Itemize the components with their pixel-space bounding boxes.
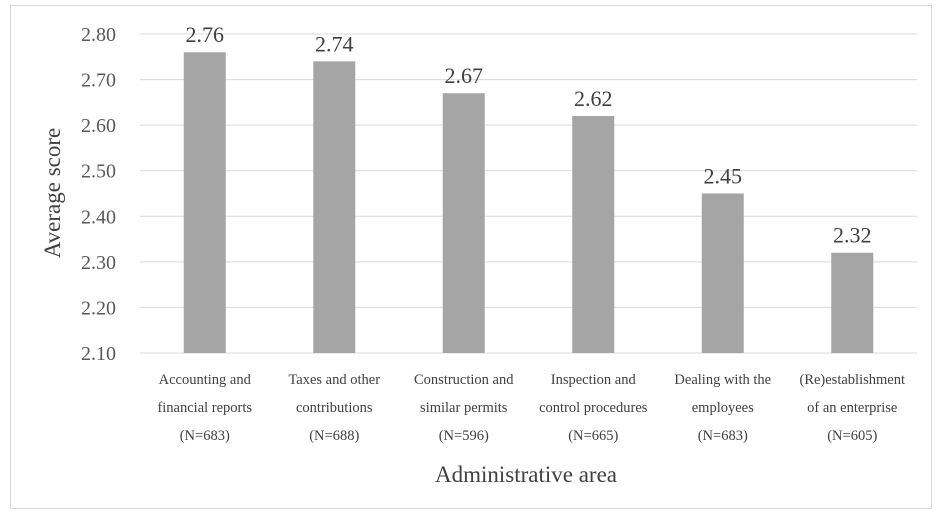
category-label-line: Dealing with the [674,372,771,388]
value-labels: 2.76 2.74 2.67 2.62 2.45 2.32 [186,22,872,248]
category-label-line: (N=605) [827,428,877,444]
category-label-line: contributions [296,400,373,416]
value-label: 2.76 [186,22,225,47]
value-label: 2.74 [315,31,354,56]
category-label-line: (N=683) [698,428,748,444]
y-tick-label: 2.40 [81,206,116,228]
bars [183,52,874,354]
y-tick-label: 2.20 [81,297,116,319]
bar [313,61,356,353]
category-label-line: control procedures [539,400,648,416]
value-label: 2.67 [445,63,484,88]
bar [572,116,615,354]
gridlines [140,33,917,354]
category-label-line: (Re)establishment [799,372,905,388]
bar [442,93,485,353]
category-label-line: Inspection and [551,372,637,388]
category-label-line: (N=688) [309,428,359,444]
y-tick-label: 2.30 [81,252,116,274]
y-tick-label: 2.60 [81,115,116,137]
category-label-line: of an enterprise [807,400,897,416]
bar [831,252,874,353]
y-tick-label: 2.50 [81,161,116,183]
value-label: 2.45 [704,164,743,189]
x-axis-title: Administrative area [435,462,617,487]
category-label-line: similar permits [420,400,508,416]
category-label-line: Taxes and other [288,372,380,388]
y-tick-labels: 2.10 2.20 2.30 2.40 2.50 2.60 2.70 2.80 [81,24,116,365]
bar [183,52,226,353]
y-tick-label: 2.70 [81,70,116,92]
category-label-line: financial reports [157,400,252,416]
value-label: 2.62 [574,86,613,111]
category-label-line: (N=683) [180,428,230,444]
category-label-line: employees [692,400,754,416]
category-label-line: (N=596) [439,428,489,444]
y-axis-title: Average score [40,128,65,258]
category-label-line: Construction and [414,372,514,388]
category-label-line: (N=665) [568,428,618,444]
value-label: 2.32 [833,223,872,248]
x-category-labels: Accounting and financial reports (N=683) Ta… [157,372,905,444]
bar [701,193,744,353]
category-label-line: Accounting and [159,372,252,388]
y-tick-label: 2.10 [81,343,116,365]
y-tick-label: 2.80 [81,24,116,46]
